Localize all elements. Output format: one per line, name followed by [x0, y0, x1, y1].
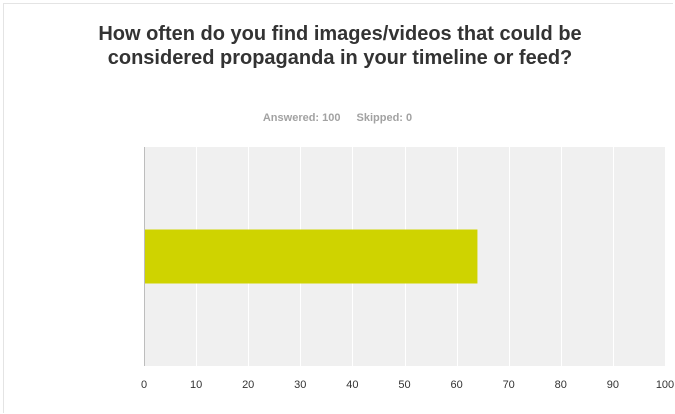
x-tick-label: 20 — [242, 379, 254, 391]
chart-title: How often do you find images/videos that… — [98, 23, 582, 69]
x-tick-label: 80 — [555, 379, 567, 391]
answered-count: Answered: 100 — [262, 112, 341, 124]
response-summary: Answered: 100 Skipped: 0 — [0, 112, 675, 124]
x-tick-label: 60 — [450, 379, 462, 391]
x-tick-label: 90 — [607, 379, 619, 391]
x-tick-label: 40 — [346, 379, 358, 391]
x-tick-label: 50 — [398, 379, 410, 391]
skipped-count: Skipped: 0 — [356, 112, 413, 124]
chart-frame — [3, 3, 673, 413]
x-tick-label: 70 — [503, 379, 515, 391]
bar — [144, 229, 478, 284]
x-tick-label: 0 — [141, 379, 147, 391]
x-tick-label: 10 — [190, 379, 202, 391]
x-tick-label: 100 — [656, 379, 674, 391]
x-tick-label: 30 — [294, 379, 306, 391]
